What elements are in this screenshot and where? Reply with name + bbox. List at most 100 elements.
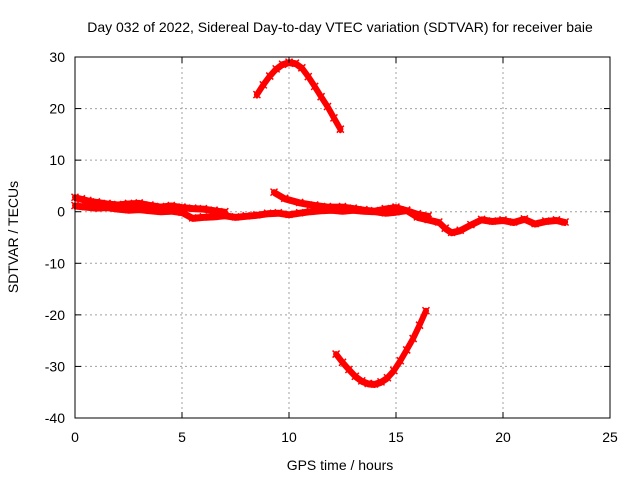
data-point xyxy=(77,194,86,203)
data-series xyxy=(70,58,570,388)
data-point xyxy=(434,217,443,227)
data-point xyxy=(541,216,550,226)
y-tick-label: -40 xyxy=(45,410,65,426)
x-tick-label: 0 xyxy=(71,429,79,445)
data-point xyxy=(520,214,529,223)
axes: 0 5 10 15 20 25 -40 -30 -20 -10 0 10 20 30 xyxy=(45,49,618,445)
data-point xyxy=(167,206,176,215)
data-point xyxy=(447,228,456,237)
data-point xyxy=(383,373,392,382)
data-point xyxy=(113,204,122,213)
data-point xyxy=(199,204,208,213)
data-point xyxy=(210,206,219,215)
data-point xyxy=(280,194,289,203)
data-point xyxy=(531,219,540,228)
data-point xyxy=(381,204,390,213)
data-point xyxy=(231,212,240,221)
data-point xyxy=(306,207,315,216)
data-point xyxy=(344,365,353,374)
data-point xyxy=(370,206,379,215)
data-point xyxy=(124,205,133,214)
data-point xyxy=(509,217,518,227)
data-point xyxy=(421,306,430,315)
y-tick-label: 20 xyxy=(49,101,65,117)
data-point xyxy=(498,215,508,224)
data-point xyxy=(441,224,450,233)
series-arc-negative-spread xyxy=(334,311,428,388)
data-point xyxy=(389,366,398,375)
data-point xyxy=(561,217,570,227)
data-point xyxy=(376,377,386,386)
x-tick-label: 15 xyxy=(388,429,404,445)
series-rising-feature xyxy=(271,189,432,219)
data-point xyxy=(456,226,465,235)
series-baseline-upper-spread xyxy=(73,198,227,216)
data-point xyxy=(274,208,283,217)
data-point xyxy=(402,345,411,354)
y-tick-label: 0 xyxy=(57,204,65,220)
data-point xyxy=(252,90,261,99)
data-point xyxy=(329,113,338,122)
data-point xyxy=(357,376,366,385)
data-point xyxy=(402,206,411,215)
data-point xyxy=(415,321,424,330)
data-point xyxy=(295,198,304,207)
grid-lines xyxy=(75,57,610,418)
y-tick-label: -10 xyxy=(45,255,65,271)
data-point xyxy=(338,358,347,367)
data-point xyxy=(424,211,433,220)
data-point xyxy=(413,209,422,218)
data-point xyxy=(336,125,345,134)
data-point xyxy=(252,210,261,219)
data-point xyxy=(124,199,133,208)
data-point xyxy=(265,72,274,81)
chart-title: Day 032 of 2022, Sidereal Day-to-day VTE… xyxy=(87,19,593,35)
data-point xyxy=(177,208,187,217)
data-point xyxy=(135,198,144,207)
data-point xyxy=(220,211,229,220)
data-point xyxy=(323,202,332,211)
y-tick-label: -20 xyxy=(45,307,65,323)
data-point xyxy=(278,60,287,69)
data-point xyxy=(297,63,306,72)
data-point xyxy=(370,379,379,388)
data-point xyxy=(552,215,561,224)
data-point xyxy=(242,211,251,220)
x-axis-title: GPS time / hours xyxy=(287,457,394,473)
data-point xyxy=(83,196,92,205)
data-point xyxy=(284,210,294,219)
data-point xyxy=(103,203,112,212)
data-point xyxy=(391,203,401,212)
data-point xyxy=(317,92,326,101)
data-point xyxy=(291,59,300,68)
y-tick-label: -30 xyxy=(45,358,65,374)
data-point xyxy=(188,213,197,222)
data-point xyxy=(477,215,486,224)
data-point xyxy=(351,372,360,381)
data-point xyxy=(145,206,154,215)
y-tick-label: 30 xyxy=(49,49,65,65)
data-point xyxy=(269,188,279,197)
data-point xyxy=(304,72,313,81)
x-tick-label: 25 xyxy=(602,429,618,445)
x-tick-label: 10 xyxy=(281,429,297,445)
data-point xyxy=(310,200,319,210)
data-point xyxy=(135,205,144,214)
data-point xyxy=(92,203,101,212)
x-tick-label: 20 xyxy=(495,429,511,445)
data-point xyxy=(488,216,497,226)
data-point xyxy=(409,334,418,343)
data-point xyxy=(359,205,368,214)
data-point xyxy=(310,82,319,91)
data-point xyxy=(364,379,373,388)
data-point xyxy=(332,350,341,359)
data-point xyxy=(259,80,268,89)
series-baseline-upper xyxy=(72,194,228,215)
data-point xyxy=(263,209,272,218)
data-point xyxy=(81,202,90,211)
data-point xyxy=(199,212,208,221)
data-point xyxy=(272,64,281,73)
data-point xyxy=(188,204,197,213)
